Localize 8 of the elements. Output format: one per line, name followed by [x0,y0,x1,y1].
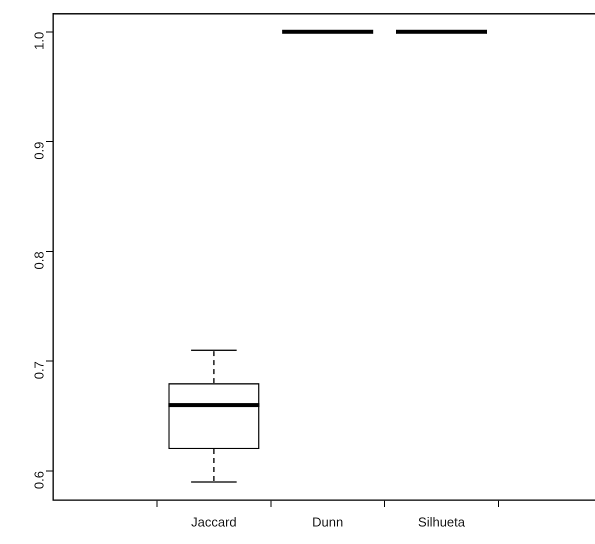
x-tick-label: Silhueta [418,514,466,530]
y-tick-label: 0.8 [32,251,47,270]
y-tick-label: 0.6 [32,471,47,490]
y-tick-label: 0.7 [32,361,47,380]
y-tick-label: 1.0 [32,32,47,50]
x-tick-label: Dunn [312,514,344,530]
y-tick-label: 0.9 [32,142,47,160]
x-tick-label: Jaccard [191,514,237,530]
